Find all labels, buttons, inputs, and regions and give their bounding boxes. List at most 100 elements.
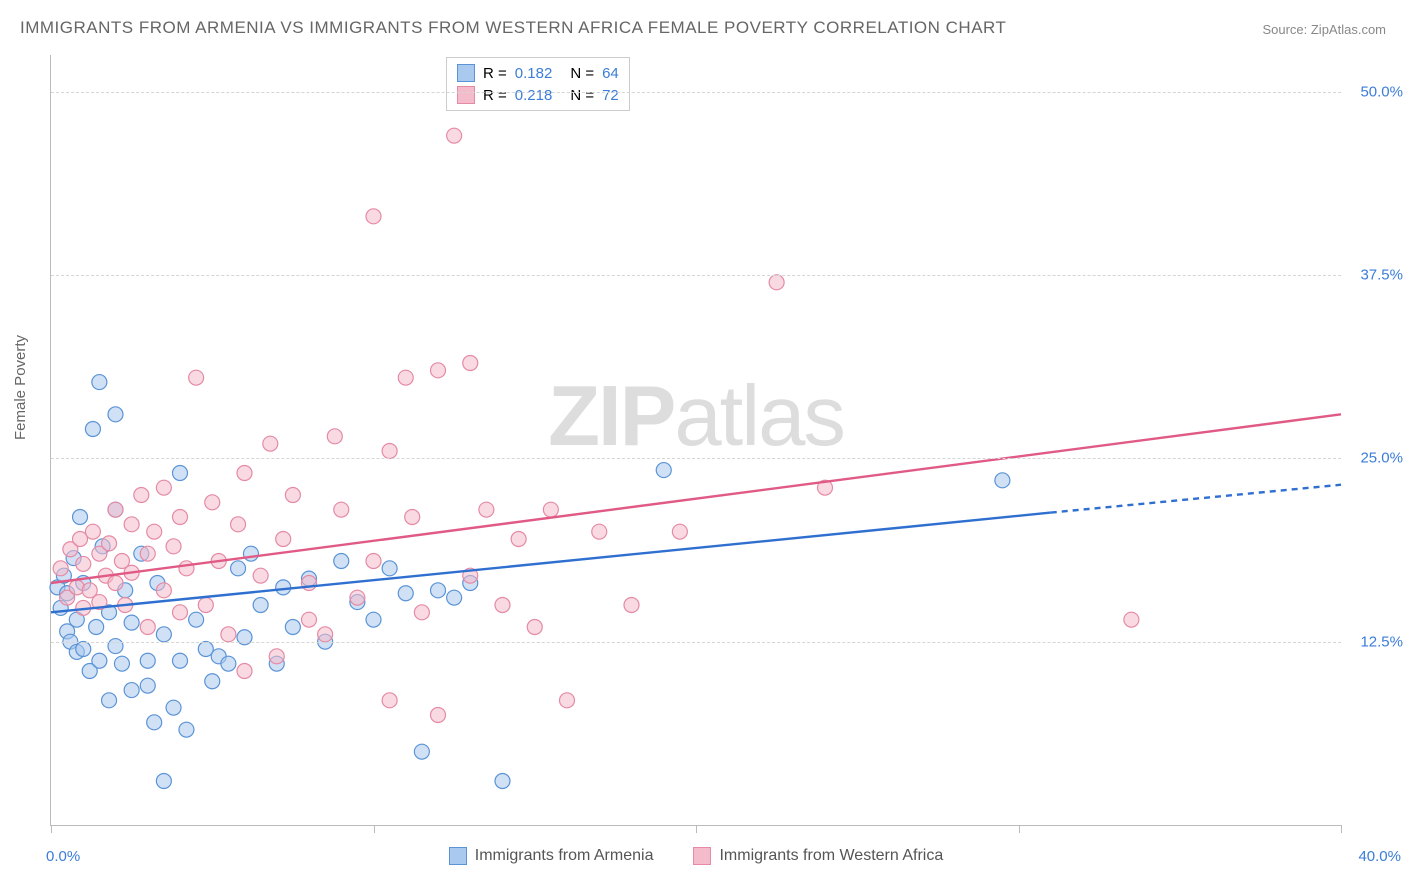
gridline	[51, 275, 1341, 276]
data-point-wafrica	[76, 556, 91, 571]
data-point-wafrica	[221, 627, 236, 642]
data-point-wafrica	[285, 488, 300, 503]
data-point-armenia	[92, 653, 107, 668]
legend-item-armenia: Immigrants from Armenia	[449, 847, 654, 865]
data-point-armenia	[140, 653, 155, 668]
x-tick	[51, 825, 52, 833]
data-point-armenia	[231, 561, 246, 576]
x-tick-label-max: 40.0%	[1358, 848, 1401, 865]
data-point-armenia	[73, 510, 88, 525]
data-point-wafrica	[769, 275, 784, 290]
legend-item-wafrica: Immigrants from Western Africa	[693, 847, 943, 865]
data-point-armenia	[173, 466, 188, 481]
data-point-armenia	[253, 598, 268, 613]
data-point-armenia	[147, 715, 162, 730]
data-point-wafrica	[527, 620, 542, 635]
data-point-armenia	[114, 656, 129, 671]
data-point-armenia	[85, 422, 100, 437]
y-tick-label: 37.5%	[1348, 267, 1403, 284]
x-tick	[1341, 825, 1342, 833]
data-point-wafrica	[327, 429, 342, 444]
plot-svg	[51, 55, 1341, 825]
data-point-wafrica	[140, 546, 155, 561]
data-point-wafrica	[53, 561, 68, 576]
data-point-wafrica	[382, 693, 397, 708]
chart-container: IMMIGRANTS FROM ARMENIA VS IMMIGRANTS FR…	[0, 0, 1406, 892]
data-point-wafrica	[479, 502, 494, 517]
data-point-wafrica	[624, 598, 639, 613]
data-point-wafrica	[263, 436, 278, 451]
x-tick	[696, 825, 697, 833]
data-point-armenia	[102, 693, 117, 708]
data-point-wafrica	[147, 524, 162, 539]
data-point-wafrica	[166, 539, 181, 554]
y-tick-label: 25.0%	[1348, 450, 1403, 467]
x-tick	[374, 825, 375, 833]
x-tick	[1019, 825, 1020, 833]
data-point-wafrica	[124, 517, 139, 532]
data-point-armenia	[495, 774, 510, 789]
data-point-wafrica	[302, 612, 317, 627]
data-point-wafrica	[140, 620, 155, 635]
data-point-armenia	[414, 744, 429, 759]
data-point-wafrica	[198, 598, 213, 613]
gridline	[51, 642, 1341, 643]
data-point-wafrica	[447, 128, 462, 143]
chart-title: IMMIGRANTS FROM ARMENIA VS IMMIGRANTS FR…	[20, 18, 1006, 38]
data-point-armenia	[656, 463, 671, 478]
data-point-armenia	[334, 554, 349, 569]
data-point-wafrica	[253, 568, 268, 583]
data-point-wafrica	[592, 524, 607, 539]
data-point-armenia	[205, 674, 220, 689]
legend-label-wafrica: Immigrants from Western Africa	[719, 847, 943, 865]
data-point-wafrica	[334, 502, 349, 517]
data-point-wafrica	[156, 583, 171, 598]
data-point-wafrica	[231, 517, 246, 532]
data-point-armenia	[89, 620, 104, 635]
y-axis-label: Female Poverty	[12, 335, 29, 440]
data-point-wafrica	[173, 605, 188, 620]
data-point-wafrica	[179, 561, 194, 576]
data-point-wafrica	[173, 510, 188, 525]
data-point-armenia	[76, 642, 91, 657]
data-point-wafrica	[189, 370, 204, 385]
data-point-armenia	[189, 612, 204, 627]
legend-swatch-armenia	[449, 847, 467, 865]
data-point-wafrica	[134, 488, 149, 503]
data-point-wafrica	[350, 590, 365, 605]
data-point-wafrica	[463, 356, 478, 371]
y-tick-label: 50.0%	[1348, 83, 1403, 100]
data-point-armenia	[995, 473, 1010, 488]
data-point-armenia	[398, 586, 413, 601]
data-point-wafrica	[318, 627, 333, 642]
gridline	[51, 92, 1341, 93]
data-point-wafrica	[1124, 612, 1139, 627]
data-point-wafrica	[405, 510, 420, 525]
data-point-armenia	[447, 590, 462, 605]
y-tick-label: 12.5%	[1348, 633, 1403, 650]
plot-area: ZIPatlas R = 0.182 N = 64 R = 0.218 N = …	[50, 55, 1341, 826]
data-point-armenia	[179, 722, 194, 737]
data-point-wafrica	[672, 524, 687, 539]
data-point-armenia	[156, 774, 171, 789]
data-point-armenia	[124, 683, 139, 698]
data-point-wafrica	[156, 480, 171, 495]
regression-line-extrapolated-armenia	[1051, 485, 1341, 513]
data-point-armenia	[92, 375, 107, 390]
data-point-wafrica	[398, 370, 413, 385]
series-legend: Immigrants from Armenia Immigrants from …	[51, 847, 1341, 865]
data-point-armenia	[366, 612, 381, 627]
data-point-wafrica	[102, 536, 117, 551]
data-point-wafrica	[108, 576, 123, 591]
source-attribution: Source: ZipAtlas.com	[1262, 22, 1386, 37]
legend-swatch-wafrica	[693, 847, 711, 865]
data-point-armenia	[276, 580, 291, 595]
data-point-armenia	[166, 700, 181, 715]
data-point-wafrica	[560, 693, 575, 708]
data-point-wafrica	[366, 554, 381, 569]
data-point-wafrica	[543, 502, 558, 517]
data-point-wafrica	[276, 532, 291, 547]
data-point-armenia	[173, 653, 188, 668]
data-point-wafrica	[431, 363, 446, 378]
data-point-wafrica	[237, 466, 252, 481]
